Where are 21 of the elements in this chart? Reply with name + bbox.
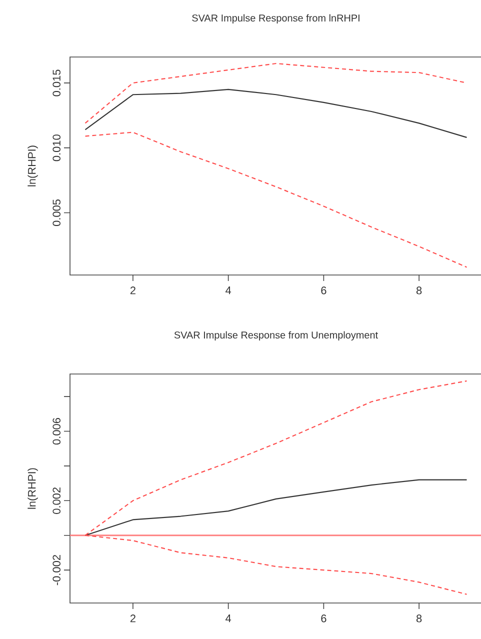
x-tick-label: 8 (416, 286, 422, 294)
line-series (84, 479, 468, 536)
x-tick-label: 6 (321, 286, 326, 294)
chart-title: SVAR Impulse Response from lnRHPI (192, 14, 360, 24)
line-series (84, 132, 468, 268)
x-tick-label: 2 (130, 286, 136, 294)
y-axis-title: ln(RHPI) (28, 468, 38, 509)
y-tick-label: 0.005 (52, 199, 60, 226)
x-tick-label: 2 (130, 614, 136, 622)
y-tick-label: 0.015 (52, 70, 60, 96)
x-tick-label: 4 (226, 614, 232, 622)
x-tick-label: 6 (321, 614, 326, 622)
chart-title: SVAR Impulse Response from Unemployment (174, 331, 378, 341)
y-tick-label: 0.002 (52, 487, 60, 514)
x-tick-label: 8 (416, 614, 422, 622)
y-tick-label: 0.010 (52, 134, 60, 162)
y-tick-label: -0.002 (52, 555, 60, 586)
y-axis-title: ln(RHPI) (28, 146, 38, 186)
y-tick-label: 0.006 (52, 418, 60, 445)
x-tick-label: 4 (226, 286, 232, 294)
line-series (84, 88, 468, 138)
